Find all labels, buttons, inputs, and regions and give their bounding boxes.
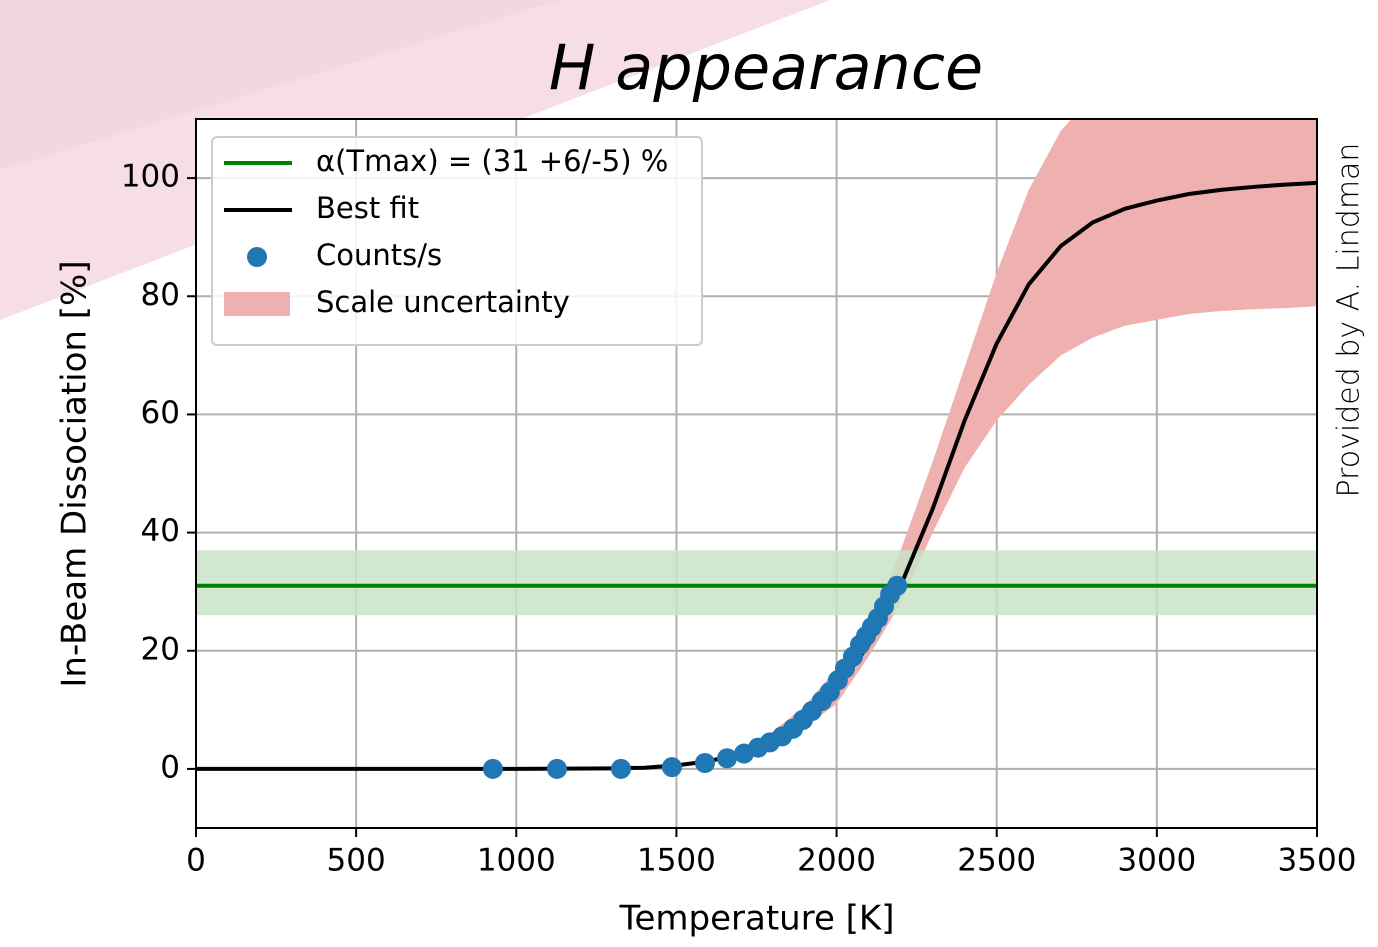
y-tick-label: 100 <box>121 159 180 195</box>
y-tick-label: 60 <box>141 395 180 431</box>
threshold-band <box>196 550 1317 616</box>
x-tick-label: 2000 <box>797 843 876 879</box>
data-point <box>694 753 715 774</box>
legend-swatch <box>247 247 267 267</box>
plot-layer <box>196 119 1317 828</box>
legend-label: Counts/s <box>316 238 442 272</box>
legend-box <box>211 136 703 346</box>
uncertainty-band <box>196 119 1317 769</box>
x-tick-label: 3000 <box>1117 843 1196 879</box>
data-point <box>717 748 738 769</box>
watermark: Provided by A. Lindman <box>1332 143 1367 498</box>
plot-frame <box>195 118 1318 829</box>
legend-label: Best fit <box>316 191 419 225</box>
background-decoration <box>0 0 560 170</box>
x-tick-label: 1500 <box>637 843 716 879</box>
data-point <box>482 758 503 779</box>
data-point <box>661 757 682 778</box>
y-tick-label: 80 <box>141 277 180 313</box>
x-axis-label: Temperature [K] <box>618 899 894 939</box>
data-point <box>611 758 632 779</box>
y-tick-label: 20 <box>141 631 180 667</box>
data-point <box>546 758 567 779</box>
legend-label: Scale uncertainty <box>316 285 570 319</box>
y-tick-label: 0 <box>160 749 180 785</box>
legend-swatch <box>224 292 290 316</box>
x-tick-label: 3500 <box>1278 843 1357 879</box>
x-tick-label: 2500 <box>957 843 1036 879</box>
x-tick-label: 0 <box>186 843 206 879</box>
x-tick-label: 500 <box>327 843 386 879</box>
y-tick-label: 40 <box>141 513 180 549</box>
legend-label: α(Tmax) = (31 +6/-5) % <box>316 144 668 178</box>
x-tick-label: 1000 <box>477 843 556 879</box>
y-axis-label: In-Beam Dissociation [%] <box>55 260 95 687</box>
data-point <box>887 575 908 596</box>
chart-title: H appearance <box>549 31 983 104</box>
fit-line <box>196 180 1317 771</box>
